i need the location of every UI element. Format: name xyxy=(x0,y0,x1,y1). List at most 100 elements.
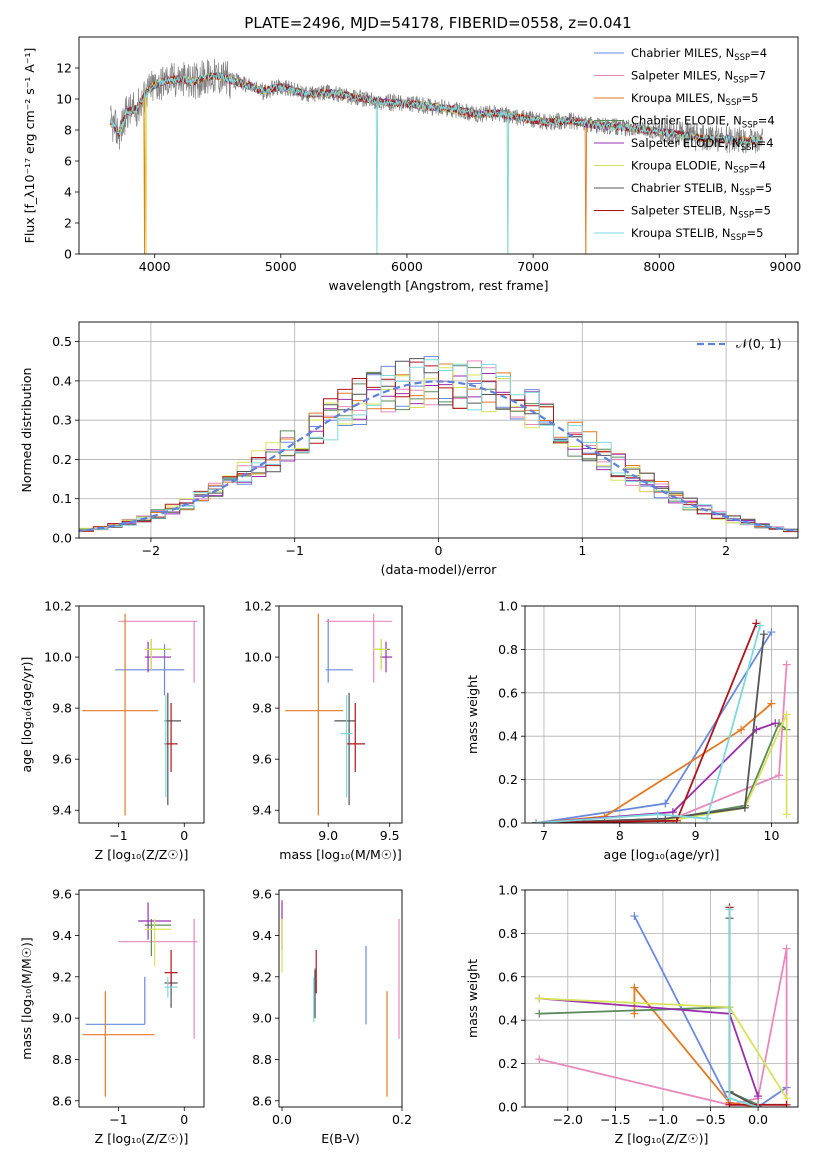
x-tick-label: 0 xyxy=(180,828,188,843)
axes-frame xyxy=(524,605,799,824)
errorbar-point xyxy=(374,639,390,670)
legend-label: Kroupa MILES, NSSP=5 xyxy=(631,91,758,108)
x-tick-label: −1 xyxy=(109,1112,127,1127)
y-tick-label: 9.6 xyxy=(252,752,272,767)
x-tick-label: 6000 xyxy=(391,259,423,274)
y-tick-label: 1.0 xyxy=(498,599,518,614)
errorbar-point xyxy=(164,976,178,998)
legend-subscript: SSP xyxy=(731,233,747,243)
y-tick-label: 10.2 xyxy=(244,599,272,614)
plot-area xyxy=(285,613,393,816)
weight-series-line xyxy=(539,1006,759,1106)
y-tick-label: 0.2 xyxy=(498,772,518,787)
weight-series-line xyxy=(536,631,773,823)
weight-point-marker xyxy=(782,710,791,719)
x-tick-label: −1.0 xyxy=(648,1112,678,1127)
weight-point-marker xyxy=(767,628,776,637)
spectrum-plot: 4000 5000 6000 7000 8000 9000 0 2 4 6 8 10 12 wavelen… xyxy=(22,36,801,293)
weight-point-marker xyxy=(630,912,639,921)
mass-vs-extinction-plot: 0.0 0.2 8.6 8.8 9.0 9.2 9.4 9.6 E(B-V) xyxy=(252,887,412,1146)
x-tick-label: −1 xyxy=(285,543,303,558)
y-tick-label: 0.0 xyxy=(498,1100,518,1115)
x-tick-label: 7 xyxy=(540,828,548,843)
y-tick-label: 0.3 xyxy=(52,413,72,428)
plot-area xyxy=(82,613,198,816)
errorbar-point xyxy=(144,639,172,670)
legend-label: Salpeter MILES, NSSP=7 xyxy=(631,69,766,86)
y-tick-label: 0.8 xyxy=(498,642,518,657)
errorbar-point xyxy=(325,613,393,683)
legend-suffix: =5 xyxy=(741,91,758,105)
legend-label: Kroupa ELODIE, NSSP=4 xyxy=(631,159,766,176)
weight-point-marker xyxy=(630,983,639,992)
y-tick-label: 2 xyxy=(64,216,72,231)
weight-point-marker xyxy=(782,1100,791,1107)
plot-area xyxy=(82,902,198,1097)
plot-area xyxy=(110,58,763,254)
legend-label: Salpeter STELIB, NSSP=5 xyxy=(631,204,771,221)
plot-area xyxy=(535,903,791,1107)
weight-point-marker xyxy=(737,725,746,734)
errorbar-point xyxy=(118,620,198,683)
y-axis-label: Normed distribution xyxy=(19,368,34,493)
y-tick-label: 0.6 xyxy=(498,685,518,700)
x-tick-label: 9 xyxy=(692,828,700,843)
y-axis-label: Flux [f_λ10⁻¹⁷ erg cm⁻² s⁻¹ A⁻¹] xyxy=(22,48,37,244)
errorbar-point xyxy=(164,692,181,806)
y-tick-label: 0 xyxy=(64,247,72,262)
x-axis-label: Z [log₁₀(Z/Z☉)] xyxy=(95,847,189,862)
weight-series-line xyxy=(536,634,765,823)
errorbar-point xyxy=(82,613,158,816)
spectrum-legend: Chabrier MILES, NSSP=4 Salpeter MILES, NS… xyxy=(594,46,775,243)
errorbar-point xyxy=(340,695,353,798)
axis-ticks: 0.0 0.2 8.6 8.8 9.0 9.2 9.4 9.6 xyxy=(252,887,412,1127)
legend-suffix: =5 xyxy=(754,204,771,218)
errorbar-point xyxy=(379,641,393,673)
errorbar-point xyxy=(144,639,172,670)
legend-subscript: SSP xyxy=(738,211,754,221)
y-tick-label: 10 xyxy=(56,92,72,107)
weight-point-marker xyxy=(759,630,768,639)
legend-suffix: =5 xyxy=(755,181,772,195)
gaussian-reference-curve xyxy=(79,380,798,533)
x-tick-label: −0.5 xyxy=(695,1112,725,1127)
y-tick-label: 9.2 xyxy=(252,969,272,984)
legend-suffix: =4 xyxy=(750,46,767,60)
axis-ticks: 4000 5000 6000 7000 8000 9000 0 2 4 6 8 10 12 xyxy=(56,61,801,275)
axes-frame xyxy=(78,605,205,824)
legend-suffix: =7 xyxy=(749,69,766,83)
y-tick-label: 0.0 xyxy=(52,531,72,546)
x-tick-label: 0.2 xyxy=(392,1112,412,1127)
x-tick-label: 4000 xyxy=(139,259,171,274)
weight-point-marker xyxy=(782,810,791,819)
y-tick-label: 0.0 xyxy=(498,816,518,831)
legend-subscript: SSP xyxy=(741,143,757,153)
residual-histogram xyxy=(79,359,798,534)
y-tick-label: 9.8 xyxy=(252,701,272,716)
gridlines xyxy=(525,889,798,1108)
plot-area xyxy=(79,356,798,534)
axis-ticks: −1 0 8.6 8.8 9.0 9.2 9.4 9.6 xyxy=(52,887,188,1127)
y-tick-label: 9.4 xyxy=(52,803,72,818)
age-vs-metallicity-plot: −1 0 9.4 9.6 9.8 10.0 10.2 Z [log₁₀(Z/Z☉)] age [… xyxy=(19,599,205,862)
legend-subscript: SSP xyxy=(742,121,758,131)
legend-label: Chabrier ELODIE, NSSP=4 xyxy=(631,114,775,131)
weight-point-marker xyxy=(754,1092,763,1101)
errorbar-point xyxy=(164,695,167,798)
errorbar-point xyxy=(144,641,172,673)
weight-point-marker xyxy=(725,905,734,914)
y-tick-label: 10.0 xyxy=(44,650,72,665)
weight-point-marker xyxy=(535,1055,544,1064)
weight-point-marker xyxy=(672,816,681,823)
x-axis-label: E(B-V) xyxy=(321,1131,360,1146)
x-tick-label: 9.0 xyxy=(318,828,338,843)
plot-area xyxy=(532,619,791,823)
y-axis-label: mass weight xyxy=(465,675,480,754)
residuals-plot: −2 −1 0 1 2 0.0 0.1 0.2 0.3 0.4 0.5 (data-model)/er… xyxy=(19,321,799,577)
x-tick-label: 5000 xyxy=(265,259,297,274)
weight-point-marker xyxy=(535,1009,544,1018)
x-tick-label: −2 xyxy=(142,543,160,558)
y-tick-label: 8 xyxy=(64,123,72,138)
y-axis-label: mass weight xyxy=(465,959,480,1038)
y-axis-label: mass [log₁₀(M/M☉)] xyxy=(19,937,34,1059)
